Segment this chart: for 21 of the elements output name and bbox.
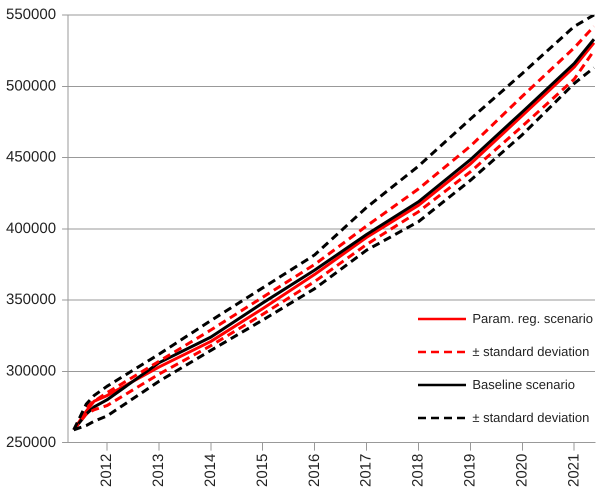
y-tick-label: 400000 <box>6 220 56 237</box>
y-tick-label: 300000 <box>6 362 56 380</box>
x-tick-label: 2016 <box>306 454 323 488</box>
x-tick-label: 2019 <box>462 454 479 488</box>
x-tick-label: 2018 <box>410 454 427 488</box>
y-tick-label: 550000 <box>6 6 56 24</box>
y-tick-label: 500000 <box>6 77 56 94</box>
x-tick-label: 2020 <box>513 454 530 488</box>
legend-label: ± standard deviation <box>472 410 590 425</box>
x-tick-label: 2015 <box>254 454 271 488</box>
x-tick-label: 2012 <box>98 454 116 488</box>
x-tick-label: 2014 <box>202 454 219 488</box>
x-tick-label: 2021 <box>565 454 582 488</box>
y-tick-label: 350000 <box>6 291 56 308</box>
legend-label: Baseline scenario <box>472 377 575 392</box>
legend-label: Param. reg. scenario <box>472 311 593 326</box>
legend-label: ± standard deviation <box>472 344 590 359</box>
y-tick-label: 450000 <box>6 148 56 166</box>
x-tick-label: 2017 <box>358 454 375 488</box>
y-tick-label: 250000 <box>6 434 56 451</box>
x-tick-label: 2013 <box>150 454 168 488</box>
